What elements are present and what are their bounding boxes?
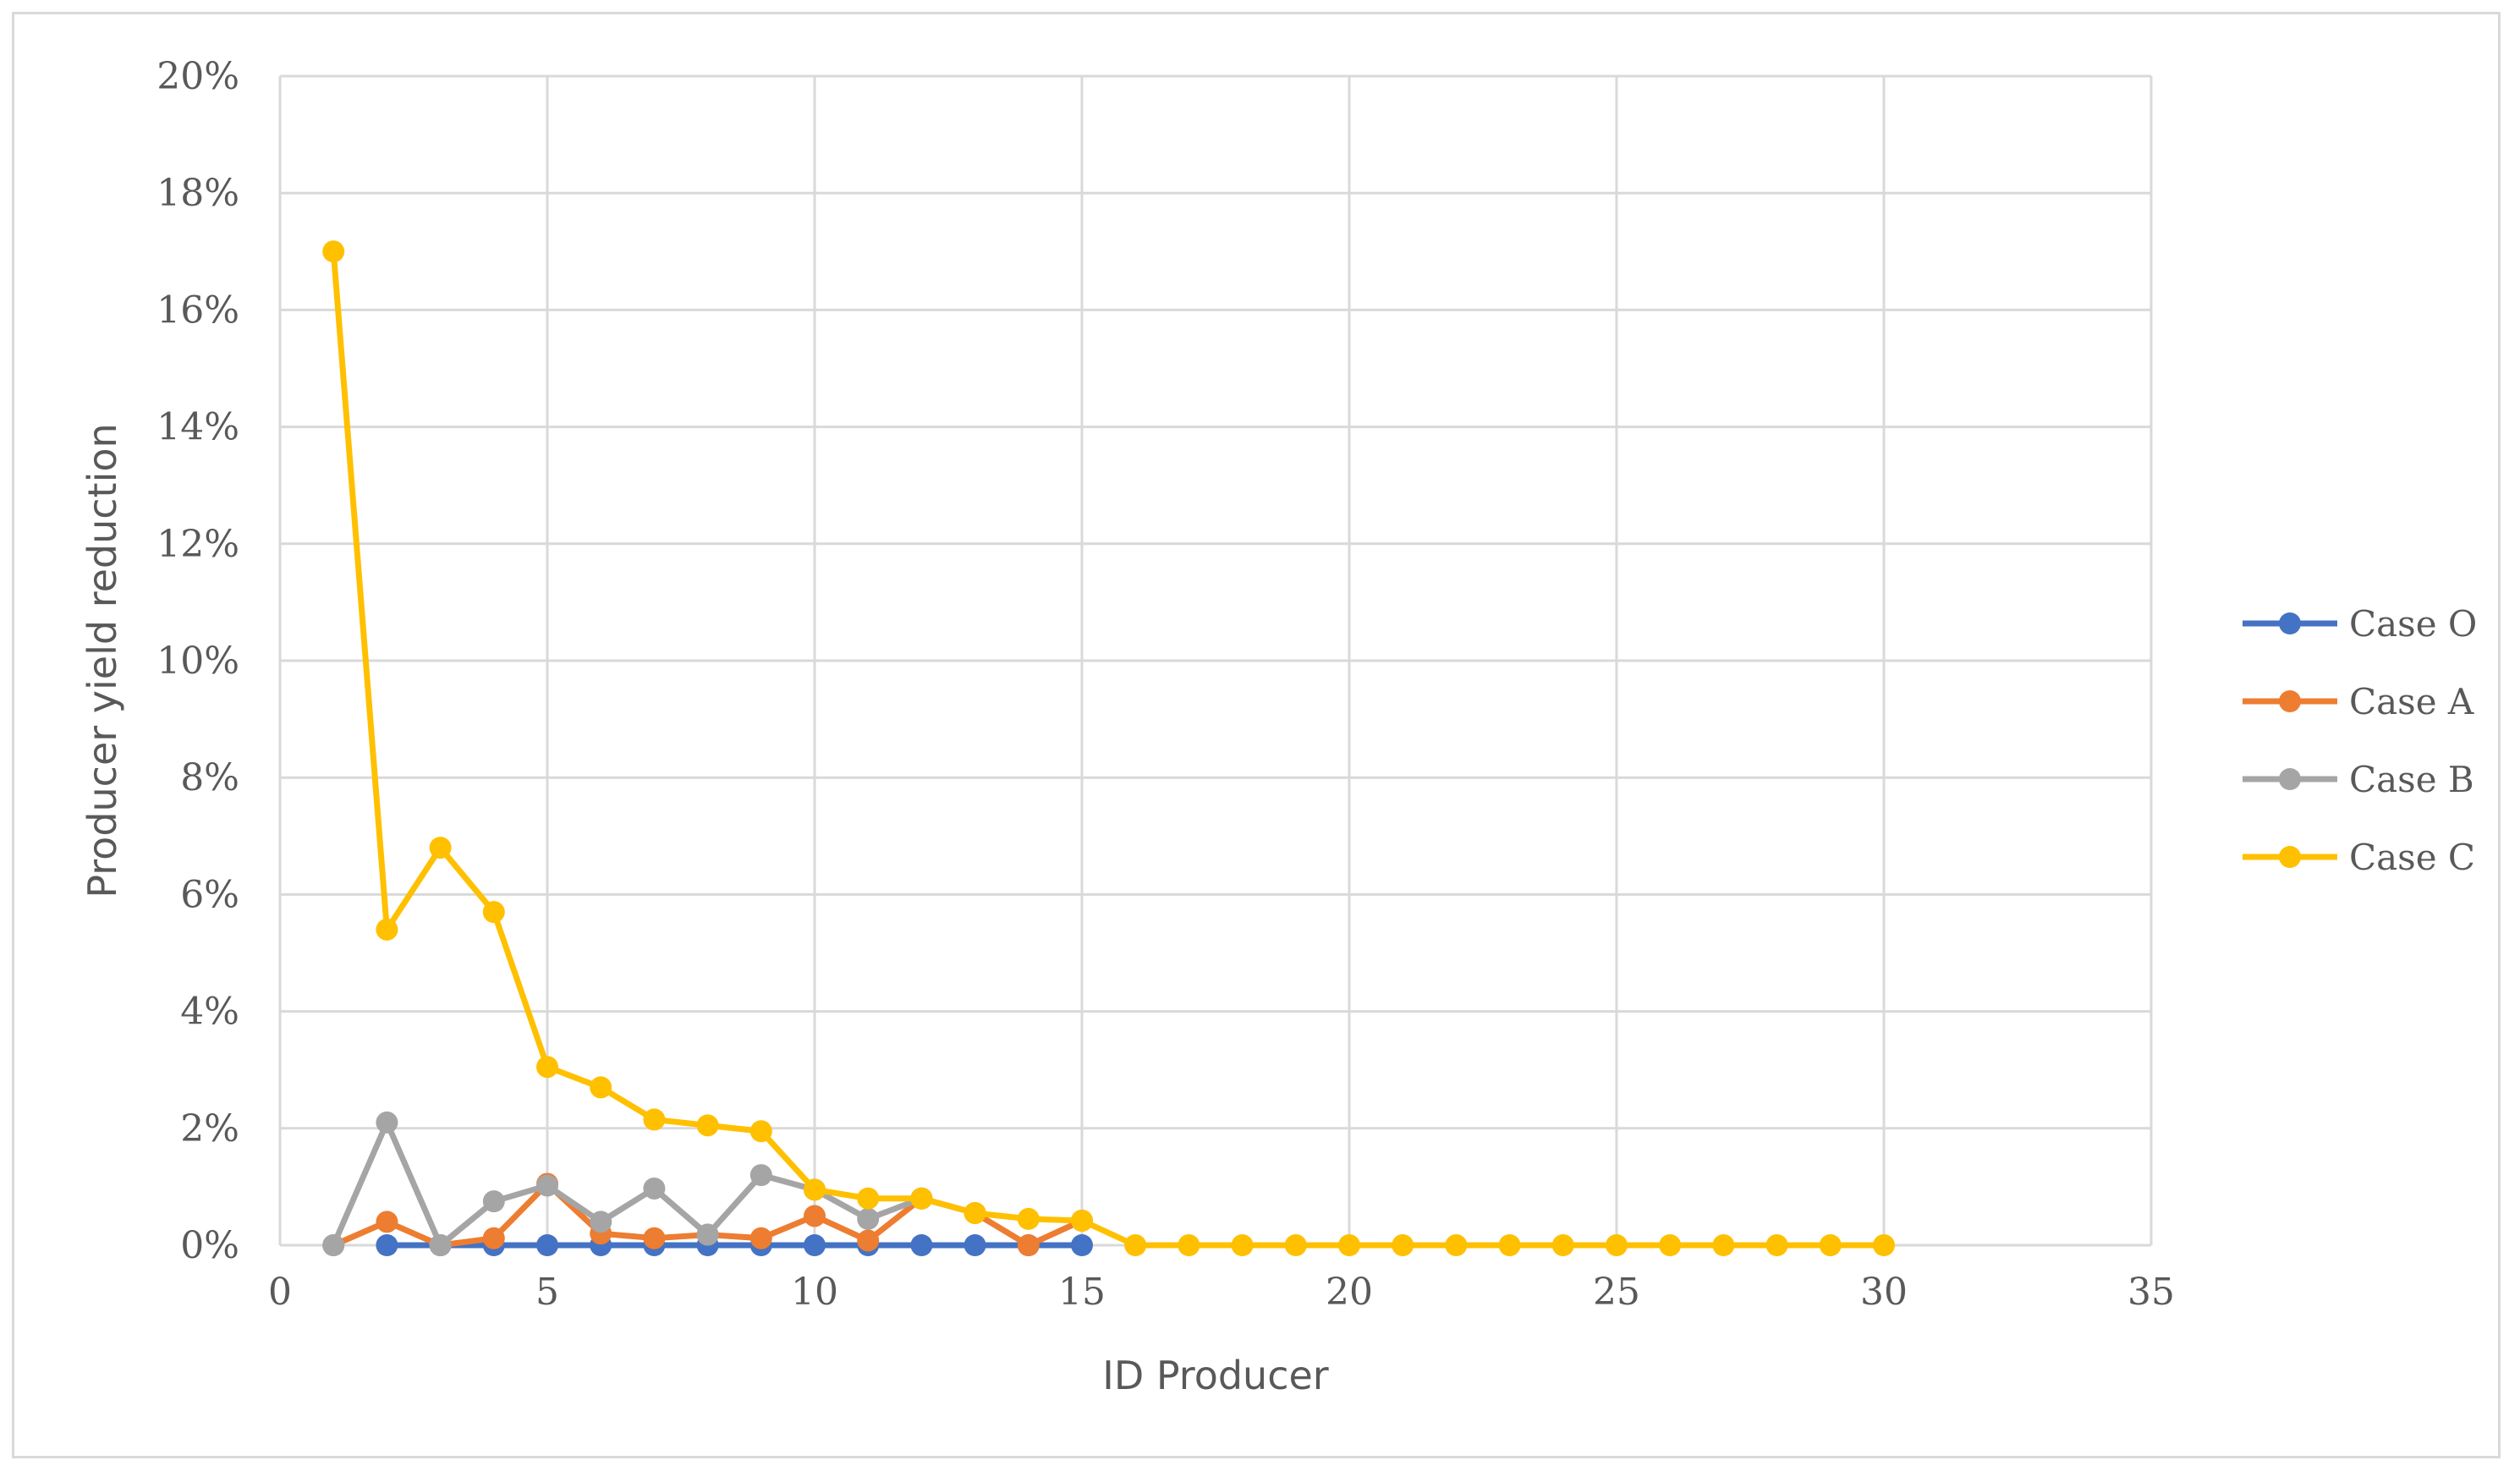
data-point xyxy=(643,1177,666,1200)
data-point xyxy=(1659,1234,1682,1256)
data-point xyxy=(804,1178,826,1201)
data-point xyxy=(376,1234,398,1256)
series-line xyxy=(330,251,1884,1249)
legend-item: Case B xyxy=(2243,759,2474,800)
y-tick-label: 6% xyxy=(180,873,239,916)
data-point xyxy=(696,1223,719,1246)
data-point xyxy=(804,1205,826,1227)
data-point xyxy=(482,901,505,924)
x-tick-label: 0 xyxy=(268,1271,292,1314)
data-point xyxy=(1017,1207,1040,1230)
legend-label: Case O xyxy=(2349,603,2477,645)
data-point xyxy=(482,1227,505,1249)
legend-label: Case A xyxy=(2349,681,2474,722)
legend-item: Case O xyxy=(2243,603,2477,645)
data-point xyxy=(910,1234,933,1256)
x-axis-ticks: 0 5 10 15 20 25 30 35 xyxy=(268,1271,2175,1314)
y-tick-label: 8% xyxy=(180,756,239,799)
data-point xyxy=(1017,1234,1040,1256)
data-point xyxy=(1873,1234,1895,1256)
data-point xyxy=(1819,1234,1842,1256)
data-point xyxy=(1071,1234,1093,1256)
y-tick-label: 4% xyxy=(180,991,239,1034)
data-point xyxy=(857,1187,880,1210)
data-point xyxy=(429,837,452,859)
x-tick-label: 5 xyxy=(535,1271,559,1314)
y-tick-label: 18% xyxy=(156,172,239,215)
data-point xyxy=(643,1108,666,1131)
x-tick-label: 20 xyxy=(1326,1271,1373,1314)
line-chart: 0% 2% 4% 6% 8% 10% 12% 14% 16% 18% 20% 0 5 10 15 20 25 3… xyxy=(80,55,2477,1398)
data-point xyxy=(964,1201,986,1224)
x-tick-label: 10 xyxy=(791,1271,838,1314)
legend-marker xyxy=(2279,846,2301,868)
data-point xyxy=(1606,1234,1628,1256)
y-axis-title: Producer yield reduction xyxy=(80,423,125,898)
data-point xyxy=(1765,1234,1788,1256)
legend-marker xyxy=(2279,612,2301,634)
data-point xyxy=(590,1211,612,1233)
data-point xyxy=(1498,1234,1521,1256)
y-tick-label: 0% xyxy=(180,1224,239,1267)
data-point xyxy=(1071,1209,1093,1232)
data-point xyxy=(804,1234,826,1256)
series-plot-area xyxy=(322,240,1895,1256)
legend-label: Case C xyxy=(2349,837,2475,878)
y-tick-label: 2% xyxy=(180,1107,239,1150)
chart-frame: 0% 2% 4% 6% 8% 10% 12% 14% 16% 18% 20% 0 5 10 15 20 25 3… xyxy=(12,12,2501,1458)
series-case-c xyxy=(322,240,1895,1256)
data-point xyxy=(749,1164,772,1187)
legend-marker xyxy=(2279,768,2301,790)
y-tick-label: 12% xyxy=(156,523,239,566)
data-point xyxy=(1284,1234,1307,1256)
data-point xyxy=(536,1056,558,1079)
data-point xyxy=(1712,1234,1735,1256)
legend-item: Case A xyxy=(2243,681,2474,722)
data-point xyxy=(749,1120,772,1143)
data-point xyxy=(964,1234,986,1256)
data-point xyxy=(536,1234,558,1256)
data-point xyxy=(322,1234,345,1256)
data-point xyxy=(322,240,345,263)
data-point xyxy=(1124,1234,1147,1256)
data-point xyxy=(749,1227,772,1249)
data-point xyxy=(1392,1234,1414,1256)
data-point xyxy=(1338,1234,1360,1256)
data-point xyxy=(696,1114,719,1137)
y-tick-label: 16% xyxy=(156,288,239,332)
data-point xyxy=(429,1234,452,1256)
data-point xyxy=(643,1227,666,1249)
data-point xyxy=(857,1229,880,1252)
data-point xyxy=(1551,1234,1574,1256)
data-point xyxy=(376,1211,398,1233)
data-point xyxy=(910,1187,933,1210)
legend: Case O Case A Case B Case C xyxy=(2243,603,2477,878)
data-point xyxy=(590,1076,612,1099)
legend-item: Case C xyxy=(2243,837,2475,878)
gridlines xyxy=(278,74,2153,1247)
x-axis-title: ID Producer xyxy=(1102,1353,1329,1398)
y-tick-label: 14% xyxy=(156,406,239,449)
y-axis-ticks: 0% 2% 4% 6% 8% 10% 12% 14% 16% 18% 20% xyxy=(156,55,239,1267)
data-point xyxy=(1231,1234,1254,1256)
x-tick-label: 30 xyxy=(1860,1271,1908,1314)
y-tick-label: 10% xyxy=(156,640,239,683)
x-tick-label: 15 xyxy=(1058,1271,1106,1314)
data-point xyxy=(1178,1234,1200,1256)
data-point xyxy=(1445,1234,1468,1256)
data-point xyxy=(536,1174,558,1197)
x-tick-label: 35 xyxy=(2127,1271,2175,1314)
x-tick-label: 25 xyxy=(1593,1271,1640,1314)
data-point xyxy=(857,1207,880,1230)
data-point xyxy=(376,918,398,941)
legend-marker xyxy=(2279,690,2301,712)
legend-label: Case B xyxy=(2349,759,2474,800)
data-point xyxy=(482,1190,505,1213)
data-point xyxy=(376,1111,398,1134)
y-tick-label: 20% xyxy=(156,55,239,98)
